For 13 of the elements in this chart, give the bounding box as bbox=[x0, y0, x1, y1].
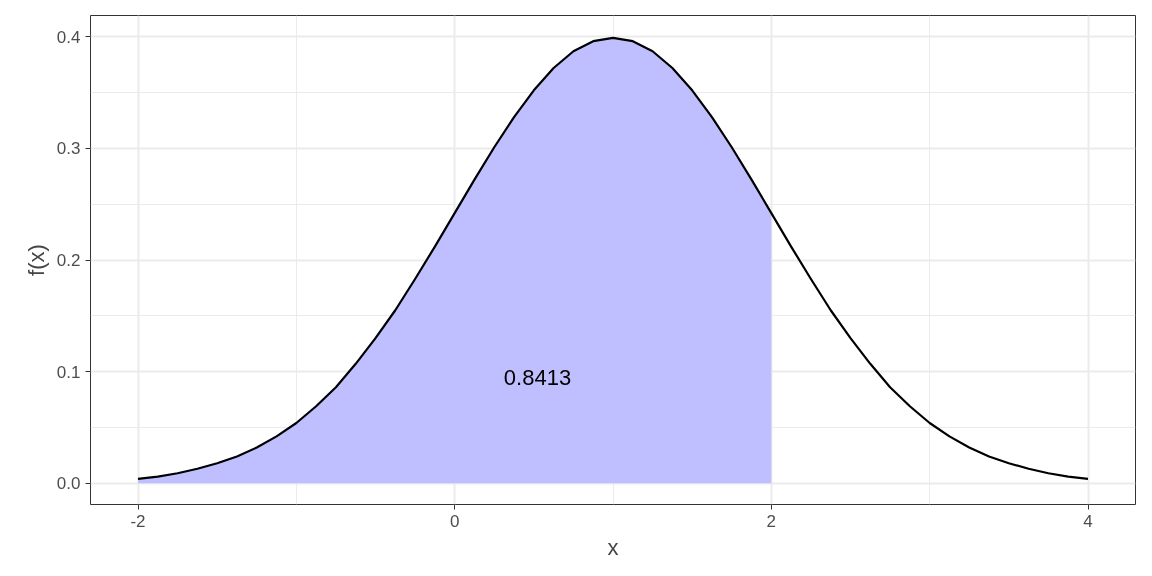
y-tick-label: 0.2 bbox=[56, 251, 81, 270]
line-series bbox=[136, 36, 1090, 480]
y-tick-label: 0.1 bbox=[56, 362, 81, 382]
x-axis-title: x bbox=[607, 534, 619, 560]
y-tick-label: 0.4 bbox=[56, 27, 81, 47]
x-tick-label: 0 bbox=[449, 511, 460, 531]
x-tick-label: 2 bbox=[766, 511, 777, 531]
y-tick-label: 0.0 bbox=[56, 474, 81, 494]
y-axis-title: f(x) bbox=[23, 244, 49, 276]
y-tick-label: 0.3 bbox=[56, 139, 81, 159]
annotation: 0.8413 bbox=[503, 365, 572, 390]
x-tick-label: -2 bbox=[130, 511, 146, 531]
x-tick-label: 4 bbox=[1083, 511, 1093, 531]
